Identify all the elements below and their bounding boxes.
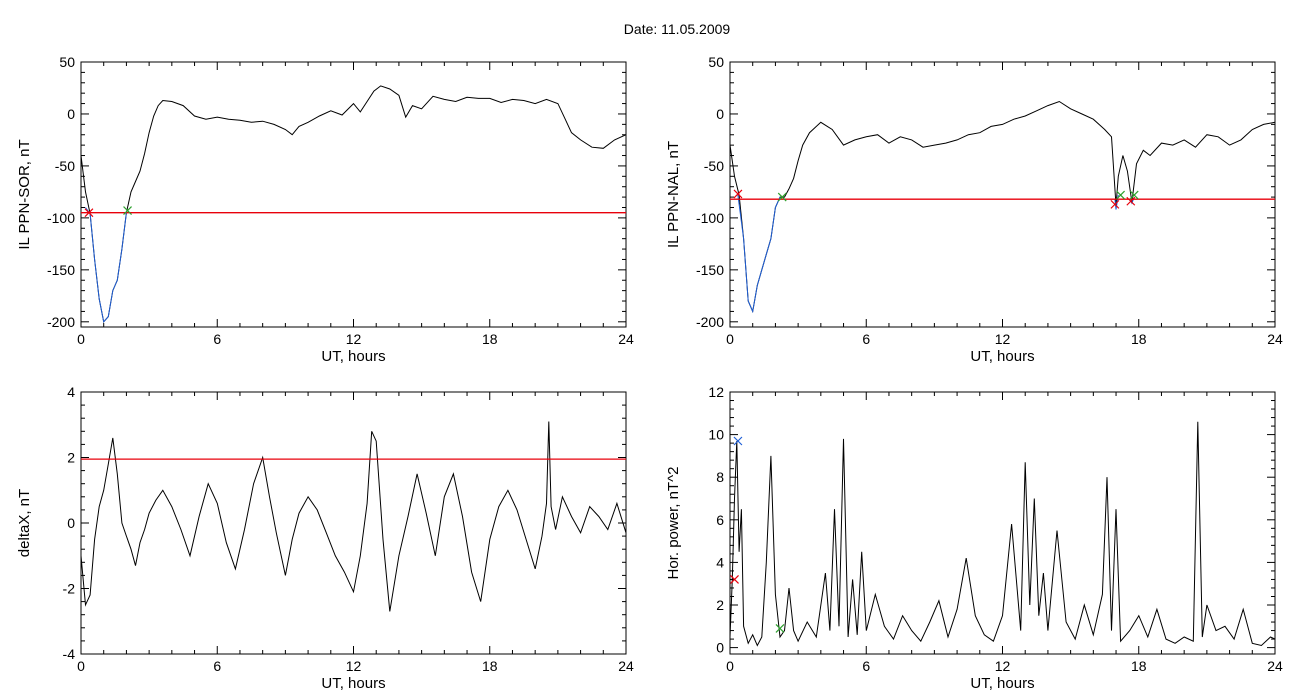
ppn-sor-marker [123, 206, 132, 216]
ppn-nal-marker [1116, 190, 1126, 200]
marker-stroke [733, 436, 743, 446]
ppn-sor-series-line [85, 207, 127, 323]
ppn-nal-xlabel: UT, hours [970, 348, 1034, 365]
y-tick-label: 12 [708, 384, 724, 400]
y-tick-label: 8 [716, 469, 724, 485]
x-tick-label: 12 [346, 658, 362, 674]
deltax-xlabel: UT, hours [321, 675, 385, 692]
y-tick-label: -4 [63, 646, 76, 662]
marker-stroke [1129, 190, 1139, 200]
y-tick-label: 4 [67, 384, 75, 400]
y-tick-label: -100 [47, 210, 75, 226]
marker-stroke [1126, 196, 1136, 206]
x-tick-label: 12 [995, 658, 1011, 674]
x-tick-label: 0 [726, 658, 734, 674]
y-tick-label: -2 [63, 581, 76, 597]
ppn-nal-series-line [737, 194, 781, 314]
x-tick-label: 24 [618, 658, 634, 674]
x-tick-label: 6 [213, 658, 221, 674]
ppn-nal-marker [777, 192, 787, 202]
y-tick-label: 0 [716, 640, 724, 656]
y-tick-label: -100 [696, 210, 724, 226]
deltax-ylabel: deltaX, nT [16, 489, 33, 557]
marker-stroke [775, 624, 785, 633]
x-tick-label: 0 [726, 331, 734, 347]
y-tick-label: -50 [704, 158, 724, 174]
marker-stroke [733, 189, 743, 199]
ppn-sor-panel: 0 6 12 18 24 -200 -150 -100 -50 0 50 UT, hours IL PP… [16, 54, 634, 365]
ppn-sor-xlabel: UT, hours [321, 348, 385, 365]
hor-power-marker [733, 436, 743, 446]
x-tick-label: 12 [346, 331, 362, 347]
marker-stroke [1116, 190, 1126, 200]
ppn-nal-series-line [1114, 194, 1119, 210]
x-tick-label: 0 [77, 331, 85, 347]
x-tick-label: 24 [618, 331, 634, 347]
x-tick-label: 0 [77, 658, 85, 674]
hor-power-ylabel: Hor. power, nT^2 [665, 467, 682, 580]
y-tick-label: -150 [696, 262, 724, 278]
ppn-nal-marker [1129, 190, 1139, 200]
y-tick-label: 50 [708, 54, 724, 70]
marker-stroke [123, 206, 132, 216]
ppn-nal-ylabel: IL PPN-NAL, nT [665, 141, 682, 248]
marker-stroke [777, 192, 787, 202]
ppn-nal-marker [1110, 199, 1120, 209]
y-tick-label: -200 [47, 314, 75, 330]
x-tick-label: 6 [862, 658, 870, 674]
hor-power-marker [775, 624, 785, 633]
x-tick-label: 18 [1131, 658, 1147, 674]
y-tick-label: 0 [716, 106, 724, 122]
y-tick-label: 50 [59, 54, 75, 70]
hor-power-marker [730, 575, 739, 584]
y-tick-label: -50 [55, 158, 75, 174]
x-tick-label: 24 [1267, 658, 1283, 674]
figure-title: Date: 11.05.2009 [624, 21, 731, 37]
ppn-sor-frame [80, 61, 627, 328]
ppn-sor-marker [84, 208, 94, 218]
y-tick-label: -150 [47, 262, 75, 278]
y-tick-label: 10 [708, 427, 724, 443]
y-tick-label: 2 [716, 597, 724, 613]
x-tick-label: 18 [482, 331, 498, 347]
x-tick-label: 6 [213, 331, 221, 347]
ppn-sor-ylabel: IL PPN-SOR, nT [16, 139, 33, 249]
y-tick-label: 4 [716, 554, 724, 570]
y-tick-label: -200 [696, 314, 724, 330]
hor-power-xlabel: UT, hours [970, 675, 1034, 692]
hor-power-series-line [730, 421, 1275, 647]
ppn-nal-series-line [730, 100, 1275, 314]
ppn-sor-series-line [81, 85, 626, 323]
y-tick-label: 0 [67, 515, 75, 531]
ppn-nal-marker [733, 189, 743, 199]
x-tick-label: 12 [995, 331, 1011, 347]
y-tick-label: 6 [716, 512, 724, 528]
y-tick-label: 0 [67, 106, 75, 122]
x-tick-label: 18 [1131, 331, 1147, 347]
x-tick-label: 18 [482, 658, 498, 674]
ppn-nal-panel: 0 6 12 18 24 -200 -150 -100 -50 0 50 UT, hours IL PP… [665, 54, 1283, 365]
y-tick-label: 2 [67, 450, 75, 466]
x-tick-label: 24 [1267, 331, 1283, 347]
marker-stroke [1110, 199, 1120, 209]
x-tick-label: 6 [862, 331, 870, 347]
marker-stroke [730, 575, 739, 584]
deltax-series-line [81, 421, 626, 612]
ppn-nal-marker [1126, 196, 1136, 206]
ppn-nal-frame [729, 61, 1276, 328]
marker-stroke [84, 208, 94, 218]
